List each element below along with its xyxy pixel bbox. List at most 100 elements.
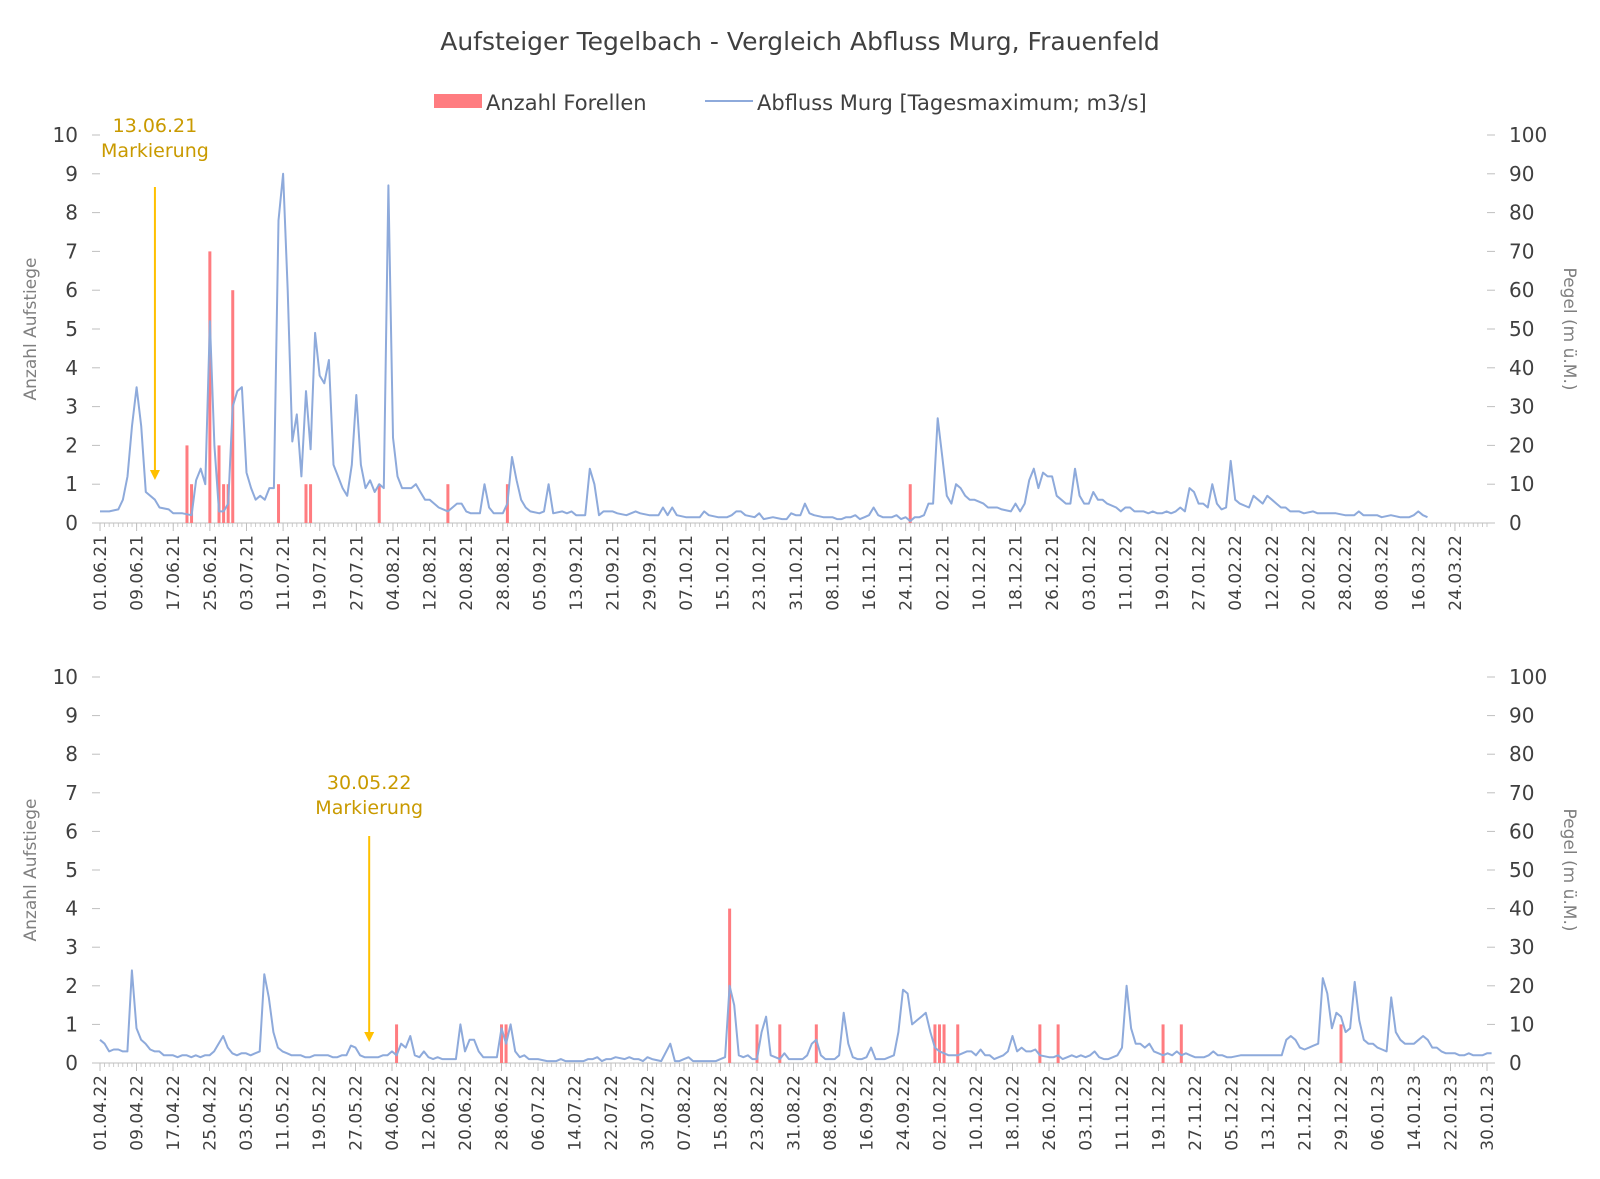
y-right-tick-label: 10 (1509, 472, 1534, 496)
y-right-tick-label: 100 (1509, 665, 1547, 689)
bar (942, 1024, 946, 1063)
bar (755, 1024, 759, 1063)
bar (956, 1024, 960, 1063)
y-right-tick-label: 40 (1509, 356, 1534, 380)
y-right-tick-label: 80 (1509, 201, 1534, 225)
y-right-tick-label: 80 (1509, 742, 1534, 766)
annotation-label: Markierung (101, 140, 209, 162)
bar (208, 251, 212, 523)
y-left-tick-label: 6 (65, 278, 78, 302)
y-right-axis-title: Pegel (m ü.M.) (1559, 268, 1579, 391)
x-tick-label: 29.12.22 (1332, 1075, 1352, 1151)
y-right-tick-label: 20 (1509, 974, 1534, 998)
y-right-tick-label: 90 (1509, 704, 1534, 728)
y-left-tick-label: 0 (65, 1051, 78, 1075)
y-left-tick-label: 6 (65, 819, 78, 843)
x-tick-label: 30.07.22 (639, 1075, 659, 1151)
x-tick-label: 29.09.21 (640, 535, 660, 611)
x-tick-label: 03.07.21 (237, 535, 257, 611)
y-left-tick-label: 3 (65, 395, 78, 419)
y-left-tick-label: 7 (65, 781, 78, 805)
x-tick-label: 03.11.22 (1077, 1075, 1097, 1151)
bar (217, 445, 221, 523)
x-tick-label: 07.08.22 (675, 1075, 695, 1151)
y-right-tick-label: 60 (1509, 819, 1534, 843)
x-tick-label: 05.12.22 (1223, 1075, 1243, 1151)
bar (500, 1024, 503, 1063)
x-tick-label: 09.04.22 (128, 1075, 148, 1151)
x-tick-label: 21.09.21 (604, 535, 624, 611)
y-left-tick-label: 10 (53, 123, 78, 147)
x-tick-label: 18.12.21 (1007, 535, 1027, 611)
x-tick-label: 26.12.21 (1043, 535, 1063, 611)
x-tick-label: 08.09.22 (821, 1075, 841, 1151)
x-tick-label: 15.10.21 (714, 535, 734, 611)
x-tick-label: 13.09.21 (567, 535, 587, 611)
legend: Anzahl Forellen Abfluss Murg [Tagesmaxim… (434, 91, 1147, 115)
x-tick-label: 12.06.22 (420, 1075, 440, 1151)
x-tick-label: 02.10.22 (931, 1075, 951, 1151)
x-tick-label: 14.01.23 (1405, 1075, 1425, 1151)
bar (778, 1024, 782, 1063)
x-tick-label: 28.08.21 (494, 535, 514, 611)
y-right-tick-label: 100 (1509, 123, 1547, 147)
y-right-tick-label: 50 (1509, 317, 1534, 341)
flow-line (100, 172, 1428, 523)
x-tick-label: 11.05.22 (274, 1075, 294, 1151)
annotation-date: 30.05.22 (327, 772, 412, 794)
y-right-tick-label: 0 (1509, 511, 1522, 535)
y-right-tick-label: 30 (1509, 395, 1534, 419)
x-tick-label: 11.11.22 (1113, 1075, 1133, 1151)
y-left-tick-label: 4 (65, 897, 78, 921)
y-left-tick-label: 8 (65, 742, 78, 766)
y-left-axis-title: Anzahl Aufstiege (21, 799, 41, 942)
panel-bottom: 0123456789100102030405060708090100Anzahl… (21, 665, 1579, 1151)
x-tick-label: 09.06.21 (128, 535, 148, 611)
annotation-arrowhead (364, 1032, 375, 1042)
y-right-tick-label: 40 (1509, 897, 1534, 921)
x-tick-label: 15.08.22 (712, 1075, 732, 1151)
y-left-tick-label: 2 (65, 974, 78, 998)
y-left-axis-title: Anzahl Aufstiege (21, 258, 41, 401)
annotation-label: Markierung (315, 797, 423, 819)
bar (395, 1024, 399, 1063)
x-tick-label: 25.04.22 (201, 1075, 221, 1151)
y-left-tick-label: 8 (65, 201, 78, 225)
legend-line-label: Abfluss Murg [Tagesmaximum; m3/s] (757, 91, 1147, 115)
x-tick-label: 08.03.22 (1373, 535, 1393, 611)
x-tick-label: 02.12.21 (933, 535, 953, 611)
x-tick-label: 24.03.22 (1446, 535, 1466, 611)
x-tick-label: 24.11.21 (897, 535, 917, 611)
x-tick-label: 01.06.21 (91, 535, 111, 611)
x-tick-label: 17.04.22 (164, 1075, 184, 1151)
x-tick-label: 07.10.21 (677, 535, 697, 611)
bar (933, 1024, 937, 1063)
x-tick-label: 14.07.22 (566, 1075, 586, 1151)
y-right-tick-label: 20 (1509, 433, 1534, 457)
bar (1056, 1024, 1060, 1063)
annotation-arrowhead (149, 470, 160, 480)
x-tick-label: 30.01.23 (1478, 1075, 1498, 1151)
x-tick-label: 27.11.22 (1186, 1075, 1206, 1151)
bar (814, 1024, 818, 1063)
y-left-tick-label: 9 (65, 162, 78, 186)
x-tick-label: 16.03.22 (1409, 535, 1429, 611)
chart-title: Aufsteiger Tegelbach - Vergleich Abfluss… (440, 27, 1160, 56)
y-right-tick-label: 10 (1509, 1012, 1534, 1036)
y-left-tick-label: 1 (65, 1012, 78, 1036)
x-tick-label: 10.10.22 (967, 1075, 987, 1151)
bar (377, 484, 381, 523)
legend-bar-label: Anzahl Forellen (486, 91, 647, 115)
bar (277, 484, 281, 523)
x-tick-label: 05.09.21 (530, 535, 550, 611)
x-tick-label: 23.08.22 (748, 1075, 768, 1151)
x-tick-label: 16.09.22 (858, 1075, 878, 1151)
y-left-tick-label: 4 (65, 356, 78, 380)
y-left-tick-label: 7 (65, 239, 78, 263)
x-tick-label: 04.06.22 (383, 1075, 403, 1151)
x-tick-label: 03.01.22 (1080, 535, 1100, 611)
bar (1161, 1024, 1165, 1063)
x-tick-label: 17.06.21 (164, 535, 184, 611)
bar (1038, 1024, 1042, 1063)
x-tick-label: 27.05.22 (347, 1075, 367, 1151)
